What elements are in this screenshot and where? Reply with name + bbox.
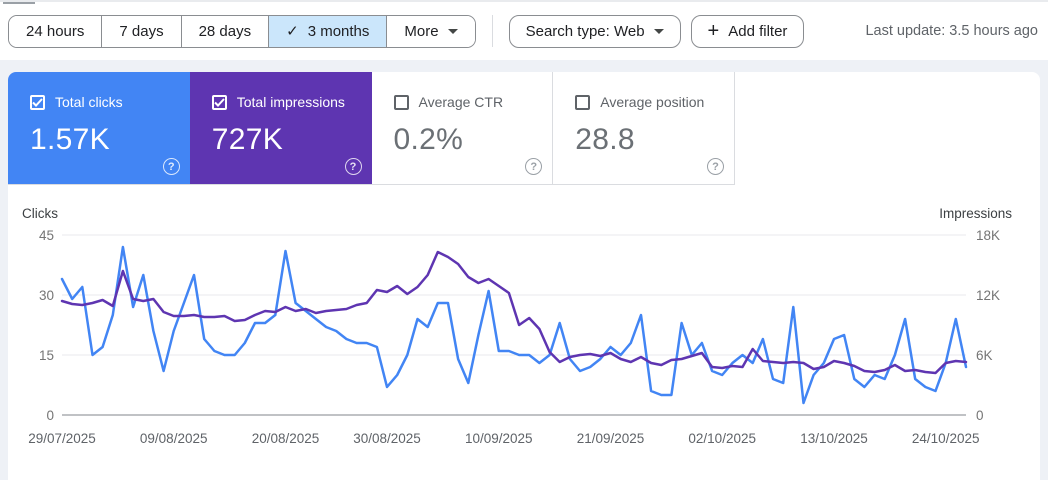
average-ctr-card[interactable]: Average CTR 0.2% ? (371, 72, 554, 184)
metric-label: Total impressions (236, 94, 345, 110)
last-update-text: Last update: 3.5 hours ago (865, 23, 1038, 39)
svg-text:24/10/2025: 24/10/2025 (912, 431, 980, 446)
filter-toolbar: 24 hours 7 days 28 days ✓ 3 months More … (0, 0, 1048, 60)
svg-text:30: 30 (39, 288, 54, 303)
total-clicks-card[interactable]: Total clicks 1.57K ? (8, 72, 190, 184)
checkbox-checked-icon[interactable] (30, 94, 45, 110)
search-type-button[interactable]: Search type: Web (508, 14, 681, 48)
average-position-card[interactable]: Average position 28.8 ? (553, 72, 735, 184)
range-3-months-label: 3 months (307, 22, 370, 40)
metric-value: 727K (211, 123, 284, 156)
svg-text:10/09/2025: 10/09/2025 (465, 431, 533, 446)
help-icon[interactable]: ? (525, 158, 543, 175)
metric-label: Average CTR (418, 94, 504, 110)
metric-value: 0.2% (393, 123, 464, 156)
svg-text:30/08/2025: 30/08/2025 (353, 431, 421, 446)
range-28-days-button[interactable]: 28 days (180, 15, 269, 47)
svg-text:0: 0 (46, 408, 54, 423)
svg-text:45: 45 (39, 228, 54, 243)
toolbar-divider (491, 15, 493, 47)
help-icon[interactable]: ? (162, 158, 180, 175)
metric-label: Average position (600, 94, 705, 110)
performance-line-chart: Clicks Impressions 45 18K 30 12K 15 6K 0 0 29/07/2… (22, 206, 1012, 446)
checkmark-icon: ✓ (286, 23, 299, 40)
chevron-down-icon (653, 28, 664, 34)
svg-text:0: 0 (976, 408, 984, 423)
performance-panel: Total clicks 1.57K ? Total impressions 7… (8, 72, 1040, 480)
svg-text:02/10/2025: 02/10/2025 (688, 431, 756, 446)
more-label: More (404, 22, 439, 40)
checkbox-checked-icon[interactable] (211, 94, 227, 110)
help-icon[interactable]: ? (344, 158, 362, 175)
top-edge-mark (3, 2, 35, 4)
metric-cards-row: Total clicks 1.57K ? Total impressions 7… (8, 72, 735, 185)
range-3-months-button[interactable]: ✓ 3 months (268, 15, 387, 47)
svg-text:Impressions: Impressions (939, 206, 1012, 221)
svg-text:Clicks: Clicks (22, 206, 58, 221)
svg-text:29/07/2025: 29/07/2025 (28, 431, 96, 446)
chevron-down-icon (447, 28, 458, 34)
svg-text:6K: 6K (976, 348, 993, 363)
checkbox-unchecked-icon[interactable] (575, 94, 591, 110)
svg-text:12K: 12K (976, 288, 1000, 303)
svg-text:21/09/2025: 21/09/2025 (577, 431, 645, 446)
checkbox-unchecked-icon[interactable] (393, 94, 409, 110)
svg-text:20/08/2025: 20/08/2025 (252, 431, 320, 446)
metric-label: Total clicks (55, 94, 123, 110)
metric-value: 1.57K (30, 123, 110, 156)
svg-text:13/10/2025: 13/10/2025 (800, 431, 868, 446)
help-icon[interactable]: ? (707, 158, 724, 175)
total-impressions-card[interactable]: Total impressions 727K ? (189, 72, 372, 184)
add-filter-label: Add filter (728, 22, 788, 40)
metric-value: 28.8 (575, 123, 635, 156)
range-7-days-button[interactable]: 7 days (101, 15, 181, 47)
svg-text:15: 15 (39, 348, 54, 363)
date-range-segmented-control: 24 hours 7 days 28 days ✓ 3 months More (8, 14, 476, 48)
range-24-hours-button[interactable]: 24 hours (9, 15, 102, 47)
search-type-label: Search type: Web (525, 22, 645, 40)
plus-icon: + (707, 20, 720, 42)
add-filter-button[interactable]: + Add filter (690, 14, 805, 48)
svg-text:18K: 18K (976, 228, 1000, 243)
more-ranges-button[interactable]: More (386, 15, 475, 47)
svg-text:09/08/2025: 09/08/2025 (140, 431, 208, 446)
